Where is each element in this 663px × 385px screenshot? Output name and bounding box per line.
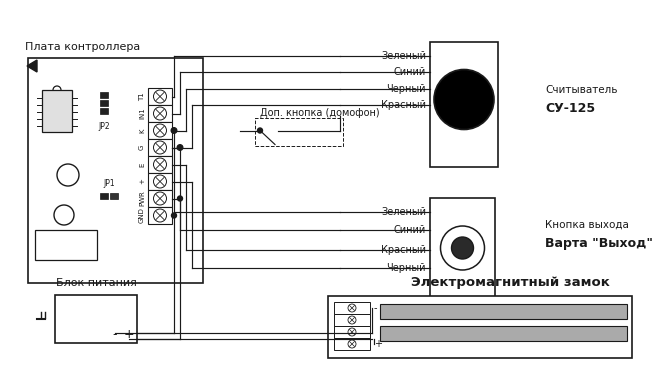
Text: T1: T1 <box>139 92 145 101</box>
Text: Зеленый: Зеленый <box>381 207 426 217</box>
Text: -: - <box>113 328 117 341</box>
Bar <box>380 304 627 319</box>
Bar <box>148 122 172 139</box>
Bar <box>334 338 370 350</box>
Circle shape <box>177 145 183 150</box>
Bar <box>148 156 172 173</box>
Circle shape <box>154 175 166 188</box>
Bar <box>148 173 172 190</box>
Text: PWR: PWR <box>139 191 145 206</box>
Text: Красный: Красный <box>381 100 426 110</box>
Text: IN1: IN1 <box>139 108 145 119</box>
Bar <box>380 326 627 341</box>
Circle shape <box>154 90 166 103</box>
Circle shape <box>154 192 166 205</box>
Text: +: + <box>139 179 145 184</box>
Bar <box>430 42 498 167</box>
Circle shape <box>257 128 263 133</box>
Text: Черный: Черный <box>387 84 426 94</box>
Circle shape <box>348 328 356 336</box>
Bar <box>148 105 172 122</box>
Text: Плата контроллера: Плата контроллера <box>25 42 141 52</box>
Text: GND: GND <box>139 208 145 223</box>
Text: +: + <box>124 328 135 341</box>
Text: Доп. кнопка (домофон): Доп. кнопка (домофон) <box>260 107 380 117</box>
Text: Варта "Выход": Варта "Выход" <box>545 236 653 249</box>
Text: Кнопка выхода: Кнопка выхода <box>545 220 629 230</box>
Circle shape <box>154 141 166 154</box>
Text: E: E <box>139 162 145 167</box>
Text: JP2: JP2 <box>98 122 110 131</box>
Text: Зеленый: Зеленый <box>381 51 426 61</box>
Circle shape <box>171 128 177 133</box>
Bar <box>148 207 172 224</box>
Text: Черный: Черный <box>387 263 426 273</box>
Circle shape <box>154 158 166 171</box>
Bar <box>110 193 118 199</box>
Circle shape <box>172 213 176 218</box>
Bar <box>55 295 137 343</box>
Bar <box>28 58 203 283</box>
Circle shape <box>434 70 494 129</box>
Polygon shape <box>27 60 37 72</box>
Bar <box>255 117 343 146</box>
Bar <box>35 230 97 260</box>
Bar <box>148 88 172 105</box>
Text: Блок питания: Блок питания <box>56 278 137 288</box>
Circle shape <box>452 237 473 259</box>
Bar <box>100 100 108 106</box>
Bar <box>430 198 495 298</box>
Circle shape <box>57 164 79 186</box>
Circle shape <box>154 209 166 222</box>
Text: Синий: Синий <box>394 67 426 77</box>
Bar <box>100 92 108 98</box>
Text: Синий: Синий <box>394 225 426 235</box>
Circle shape <box>440 226 485 270</box>
Circle shape <box>348 340 356 348</box>
Text: -: - <box>374 303 377 313</box>
Bar <box>148 190 172 207</box>
Bar <box>334 302 370 314</box>
Text: Красный: Красный <box>381 245 426 255</box>
Circle shape <box>178 196 182 201</box>
Bar <box>334 314 370 326</box>
Circle shape <box>54 205 74 225</box>
Circle shape <box>154 107 166 120</box>
Text: СУ-125: СУ-125 <box>545 102 595 114</box>
Text: JP1: JP1 <box>103 179 115 188</box>
Text: G: G <box>139 145 145 150</box>
Bar <box>42 90 72 132</box>
Text: +: + <box>374 339 382 349</box>
Text: K: K <box>139 128 145 133</box>
Circle shape <box>154 124 166 137</box>
Text: Электромагнитный замок: Электромагнитный замок <box>410 276 609 289</box>
Circle shape <box>348 304 356 312</box>
Bar <box>148 139 172 156</box>
Bar <box>100 108 108 114</box>
Bar <box>334 326 370 338</box>
Bar <box>100 193 108 199</box>
Bar <box>328 296 632 358</box>
Circle shape <box>348 316 356 324</box>
Text: Считыватель: Считыватель <box>545 85 617 95</box>
